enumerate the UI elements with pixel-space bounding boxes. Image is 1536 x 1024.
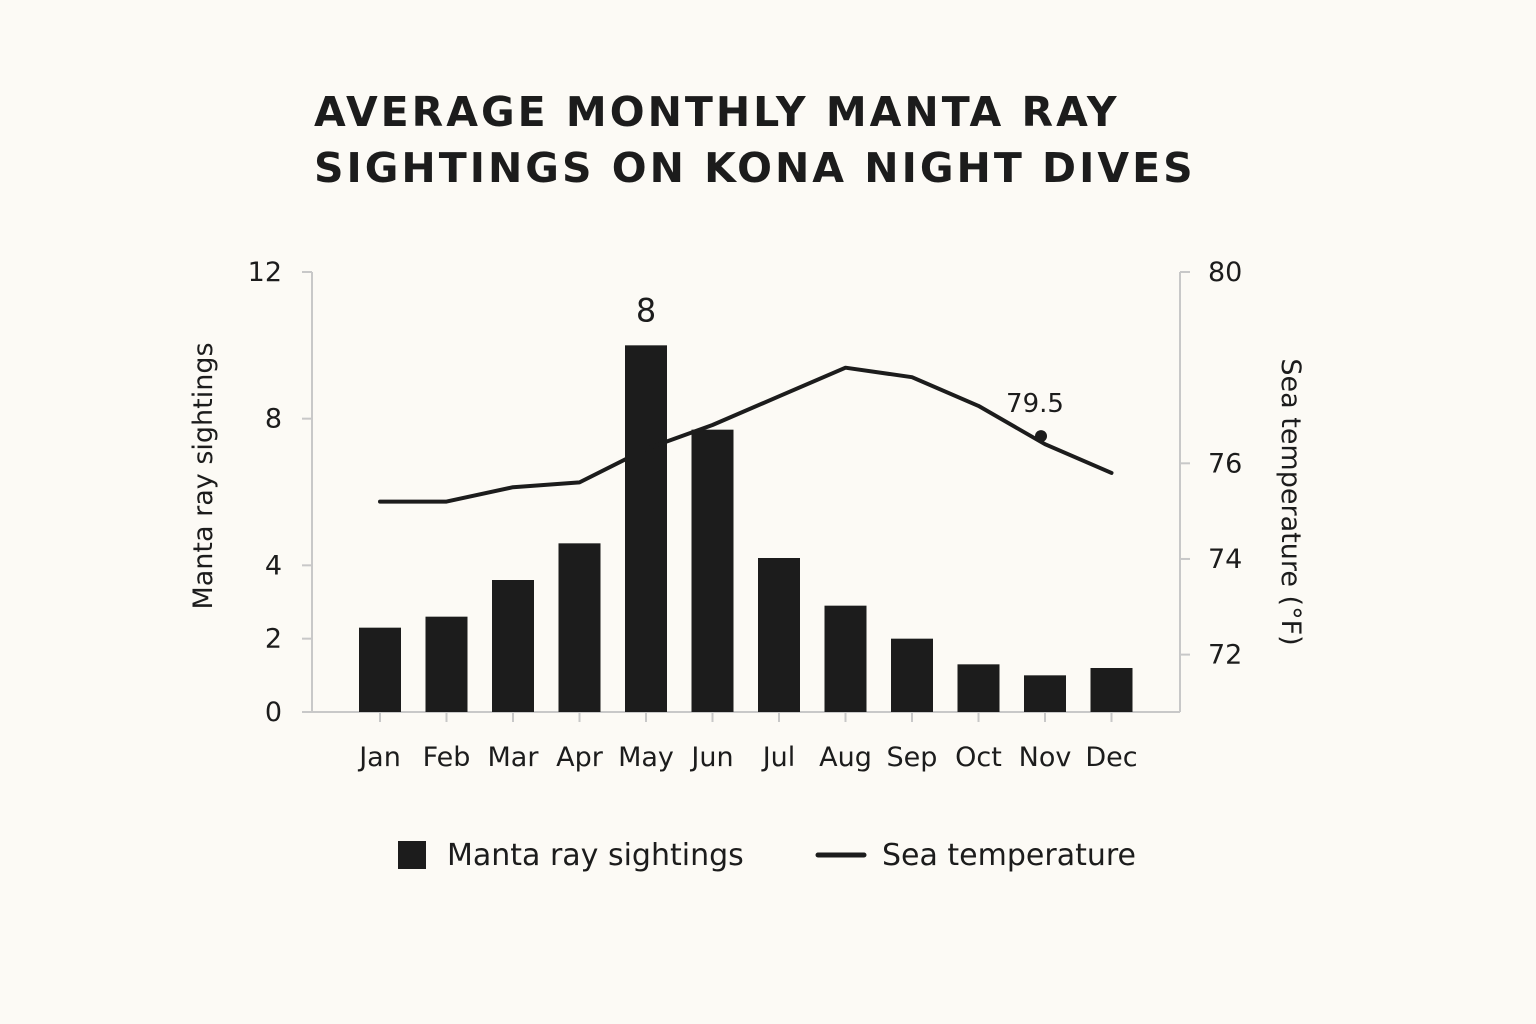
x-tick-label: Sep [887,742,938,773]
bar [558,543,601,712]
bar [359,627,401,712]
left-tick-label: 0 [265,697,282,728]
x-tick-label: Jun [689,742,733,773]
bar [1090,668,1133,712]
bar [957,664,1000,712]
right-tick-label: 72 [1208,640,1242,671]
line-data-label: 79.5 [1006,389,1064,419]
legend-label-bar: Manta ray sightings [447,838,744,873]
right-axis-title: Sea temperature (°F) [1275,358,1306,645]
x-tick-label: Apr [556,742,604,773]
legend-swatch-bar [398,841,426,869]
right-tick-label: 80 [1208,257,1242,288]
bar [758,558,800,712]
x-tick-label: May [618,742,674,773]
x-tick-label: Oct [955,742,1002,773]
labels-group: 879.5 [636,291,1064,443]
x-tick-label: Jan [357,742,401,773]
left-tick-label: 8 [265,404,282,435]
right-tick-label: 76 [1208,448,1242,479]
x-tick-label: Jul [761,742,796,773]
bar [492,580,534,712]
bar-data-label: 8 [636,291,656,329]
chart-title: Average monthly manta ray sightings on K… [314,84,1314,196]
bars-group [359,345,1133,712]
line-group [378,365,1114,504]
chart-title-line-2: sightings on Kona night dives [314,144,1196,192]
x-tick-label: Mar [488,742,540,773]
left-axis-title: Manta ray sightings [188,342,219,609]
left-tick-label: 2 [265,624,282,655]
left-tick-label: 12 [248,257,282,288]
legend-group: Manta ray sightings Sea temperature [398,838,1136,873]
right-tick-label: 74 [1208,544,1242,575]
bar [1024,675,1066,712]
x-tick-label: Dec [1085,742,1137,773]
axes-group: 0 2 4 8 12 72 74 76 80 Manta ray sightings Sea tem… [188,257,1306,773]
bar [625,345,667,712]
bar [425,616,468,712]
bar [691,429,734,712]
left-tick-label: 4 [265,550,282,581]
bar [891,638,933,712]
bar [824,605,867,712]
legend-label-line: Sea temperature [882,838,1136,873]
sea-temperature-line [378,365,1114,504]
x-tick-label: Nov [1019,742,1072,773]
x-tick-label: Feb [423,742,471,773]
line-point-marker [1035,430,1047,443]
x-tick-label: Aug [819,742,872,773]
chart-title-line-1: Average monthly manta ray [314,88,1120,136]
